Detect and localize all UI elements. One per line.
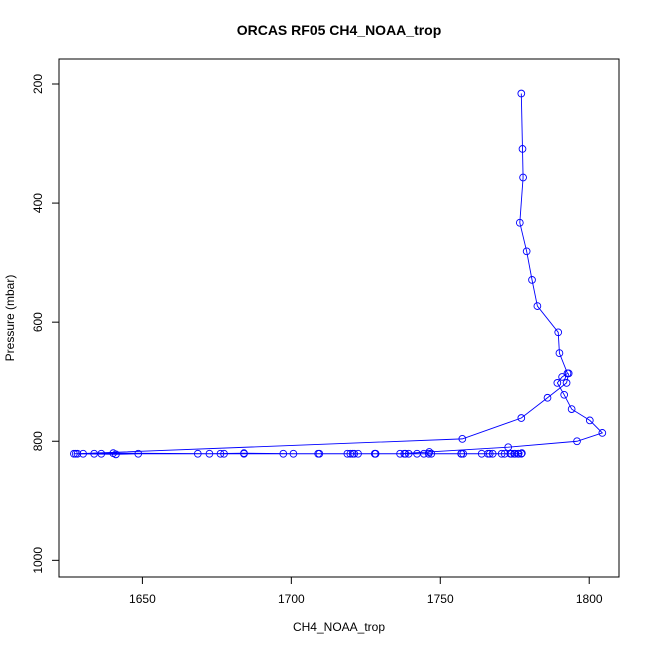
data-point (193, 449, 202, 458)
data-point (90, 449, 99, 458)
y-tick-label: 400 (31, 193, 45, 213)
x-tick-label: 1650 (129, 592, 156, 606)
data-point (240, 449, 248, 458)
data-point (518, 449, 526, 458)
data-point (315, 449, 324, 458)
data-point (79, 449, 87, 458)
data-point (543, 393, 552, 402)
x-tick-label: 1700 (278, 592, 305, 606)
data-point (370, 449, 379, 458)
y-axis-label: Pressure (mbar) (3, 275, 17, 362)
data-point (289, 449, 298, 458)
data-point (533, 302, 542, 310)
data-point (220, 449, 228, 458)
data-point (598, 429, 607, 437)
data-point (560, 390, 569, 399)
data-point (510, 449, 519, 458)
plot-frame (58, 58, 620, 578)
data-point (564, 369, 573, 378)
y-tick-label: 1000 (31, 547, 45, 574)
data-point (73, 449, 82, 458)
data-point (424, 449, 433, 458)
data-point (457, 449, 466, 458)
data-point (354, 449, 362, 458)
x-axis: 1650 1700 1750 1800 (129, 577, 603, 606)
data-point (396, 449, 404, 458)
data-point (522, 247, 531, 256)
data-point (112, 450, 120, 459)
chart-title: ORCAS RF05 CH4_NOAA_trop (237, 22, 442, 38)
data-point (346, 449, 355, 458)
x-tick-label: 1750 (427, 592, 454, 606)
data-point (555, 349, 564, 357)
data-point (216, 449, 225, 458)
data-point (400, 449, 409, 458)
data-point (458, 435, 467, 443)
data-point (477, 449, 486, 458)
data-point (558, 373, 566, 381)
data-point (553, 379, 562, 387)
data-point (134, 449, 143, 458)
data-point (350, 449, 359, 458)
data-point (567, 405, 576, 413)
data-point (488, 449, 497, 458)
y-tick-label: 200 (31, 74, 45, 94)
y-axis: 200 400 600 800 1000 (31, 74, 59, 574)
x-tick-label: 1800 (576, 592, 603, 606)
data-point (517, 414, 526, 422)
data-point (528, 276, 536, 284)
y-tick-label: 800 (31, 431, 45, 451)
data-point (427, 449, 436, 458)
data-point (500, 449, 509, 458)
data-point (519, 173, 527, 182)
data-point (515, 218, 524, 227)
data-point (585, 416, 594, 425)
series-layer (70, 89, 607, 459)
data-point (404, 449, 413, 458)
data-point (554, 328, 563, 337)
data-point (205, 449, 214, 458)
data-point (70, 449, 78, 458)
data-point (517, 89, 526, 98)
data-point (497, 449, 506, 458)
x-axis-label: CH4_NOAA_trop (293, 620, 385, 634)
data-point (573, 437, 581, 446)
data-point (279, 449, 288, 458)
data-point (514, 449, 522, 458)
data-point (413, 449, 421, 458)
data-point (518, 145, 527, 153)
data-point (484, 449, 492, 458)
data-point (562, 379, 571, 387)
y-tick-label: 600 (31, 312, 45, 332)
